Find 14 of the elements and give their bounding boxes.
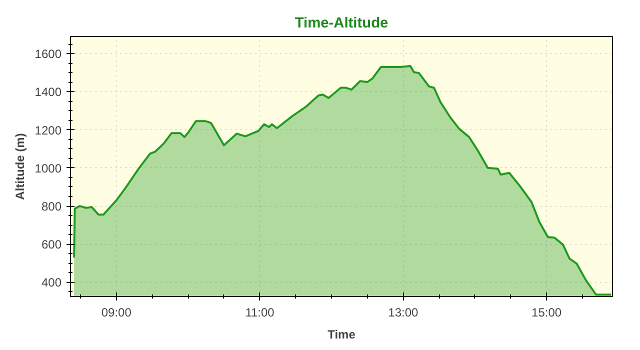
chart-title: Time-Altitude bbox=[294, 16, 388, 32]
y-tick-label: 400 bbox=[41, 276, 62, 290]
y-tick-label: 1200 bbox=[34, 123, 62, 138]
x-tick-label: 15:00 bbox=[532, 306, 562, 320]
y-axis-title: Altitude (m) bbox=[12, 133, 27, 200]
x-tick-label: 11:00 bbox=[245, 306, 275, 320]
y-tick-label: 1000 bbox=[34, 161, 62, 176]
y-tick-label: 1400 bbox=[34, 85, 62, 100]
y-tick-label: 1600 bbox=[34, 47, 62, 62]
y-tick-label: 600 bbox=[41, 238, 62, 252]
y-tick-label: 800 bbox=[41, 200, 62, 214]
x-tick-label: 09:00 bbox=[101, 306, 132, 320]
x-tick-label: 13:00 bbox=[388, 306, 418, 320]
x-axis-title: Time bbox=[328, 328, 356, 342]
